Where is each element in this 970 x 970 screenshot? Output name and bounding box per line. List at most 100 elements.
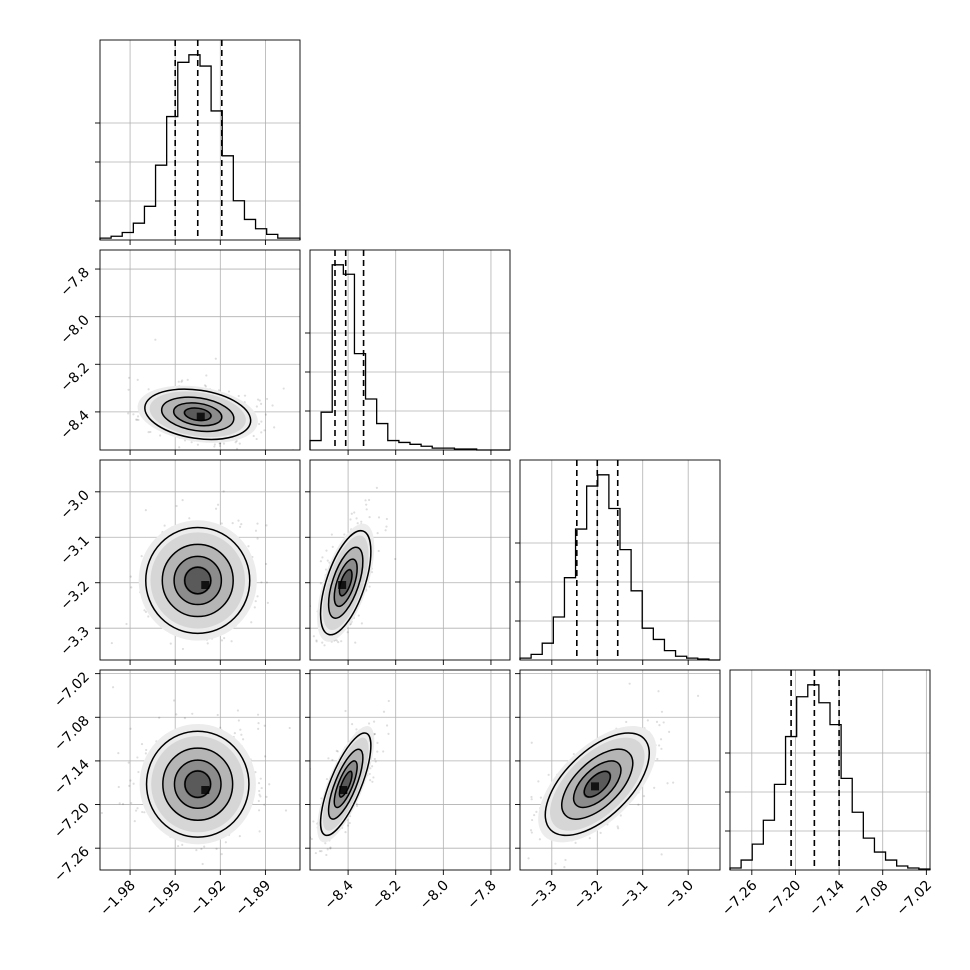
scatter-point xyxy=(554,862,557,865)
scatter-point xyxy=(273,426,276,429)
scatter-point xyxy=(220,853,223,856)
y-tick-label-1: −8.4 xyxy=(57,407,92,442)
scatter-point xyxy=(196,443,200,446)
scatter-point xyxy=(128,784,131,787)
scatter-point xyxy=(315,640,318,643)
panel-content xyxy=(527,682,700,869)
x-tick-label-3: −7.26 xyxy=(719,877,761,919)
density-contour xyxy=(161,543,234,618)
scatter-point xyxy=(128,376,131,379)
density-contour xyxy=(173,759,222,809)
x-tick-label-1: −7.8 xyxy=(464,878,499,913)
histogram-panel-2 xyxy=(515,459,721,661)
scatter-point xyxy=(364,499,367,502)
scatter-point xyxy=(368,516,371,519)
y-tick-label-3: −7.02 xyxy=(51,669,93,711)
density-contour xyxy=(338,568,353,597)
scatter-point xyxy=(238,834,241,838)
scatter-point xyxy=(344,709,347,713)
scatter-panel-2-3 xyxy=(519,669,721,871)
scatter-point xyxy=(268,783,271,786)
density-contour xyxy=(561,748,634,820)
scatter-point xyxy=(385,724,389,727)
y-tick-label-2: −3.0 xyxy=(57,487,92,522)
scatter-point xyxy=(372,776,375,779)
panel-content xyxy=(310,486,397,647)
x-tick-label-1: −8.2 xyxy=(369,878,404,913)
density-contour xyxy=(173,555,223,606)
scatter-point xyxy=(250,621,253,624)
scatter-point xyxy=(637,803,640,806)
scatter-point xyxy=(240,523,243,526)
scatter-point xyxy=(260,786,263,790)
scatter-point xyxy=(321,556,324,559)
density-contour xyxy=(338,770,353,798)
scatter-point xyxy=(204,666,206,668)
y-tick-label-1: −8.0 xyxy=(57,312,92,347)
scatter-point xyxy=(662,721,665,724)
y-tick-label-3: −7.14 xyxy=(51,756,93,798)
x-tick-label-1: −8.4 xyxy=(322,877,357,912)
scatter-point xyxy=(183,717,187,720)
scatter-point xyxy=(325,853,328,857)
scatter-point xyxy=(384,529,387,532)
scatter-point xyxy=(264,413,268,416)
density-contour xyxy=(319,529,372,636)
scatter-point xyxy=(340,640,343,643)
scatter-point xyxy=(368,772,371,776)
panel-frame xyxy=(309,669,511,871)
scatter-point xyxy=(376,741,379,744)
scatter-point xyxy=(599,831,602,834)
x-tick-label-2: −3.2 xyxy=(571,878,606,913)
scatter-point xyxy=(337,641,340,644)
density-contour xyxy=(544,732,651,837)
panel-content xyxy=(127,338,295,457)
scatter-point xyxy=(143,609,146,612)
scatter-point xyxy=(161,455,163,457)
scatter-point xyxy=(239,728,242,731)
scatter-point xyxy=(158,716,161,719)
scatter-point xyxy=(271,404,274,407)
scatter-point xyxy=(349,518,352,521)
scatter-point xyxy=(233,732,236,735)
scatter-point xyxy=(141,810,144,814)
scatter-point xyxy=(203,384,207,387)
scatter-point xyxy=(175,713,178,716)
scatter-point xyxy=(357,614,360,617)
histogram-step-line xyxy=(99,54,301,240)
scatter-point xyxy=(353,511,356,514)
scatter-point xyxy=(159,434,162,437)
scatter-point xyxy=(325,549,328,552)
scatter-point xyxy=(186,378,189,381)
scatter-point xyxy=(529,829,533,832)
scatter-point xyxy=(374,760,377,763)
density-contour xyxy=(162,747,234,822)
scatter-point xyxy=(350,723,354,726)
scatter-point xyxy=(616,825,619,828)
scatter-point xyxy=(260,581,263,584)
scatter-point xyxy=(136,415,140,418)
scatter-point xyxy=(660,710,664,713)
scatter-point xyxy=(255,437,258,441)
scatter-point xyxy=(655,720,659,723)
scatter-point xyxy=(256,595,259,598)
scatter-point xyxy=(256,713,260,716)
scatter-point xyxy=(668,730,671,733)
scatter-point xyxy=(354,641,357,644)
scatter-point xyxy=(137,418,140,422)
scatter-point xyxy=(129,575,132,578)
scatter-point xyxy=(320,797,323,800)
scatter-point xyxy=(214,507,218,510)
scatter-point xyxy=(319,560,322,563)
scatter-point xyxy=(658,723,661,727)
scatter-point xyxy=(224,841,227,844)
scatter-point xyxy=(335,639,338,642)
scatter-point xyxy=(216,713,219,717)
scatter-point xyxy=(324,842,327,845)
scatter-point xyxy=(321,641,324,644)
scatter-point xyxy=(348,821,351,825)
scatter-point xyxy=(259,795,262,798)
scatter-point xyxy=(137,770,140,774)
scatter-point xyxy=(136,418,139,421)
